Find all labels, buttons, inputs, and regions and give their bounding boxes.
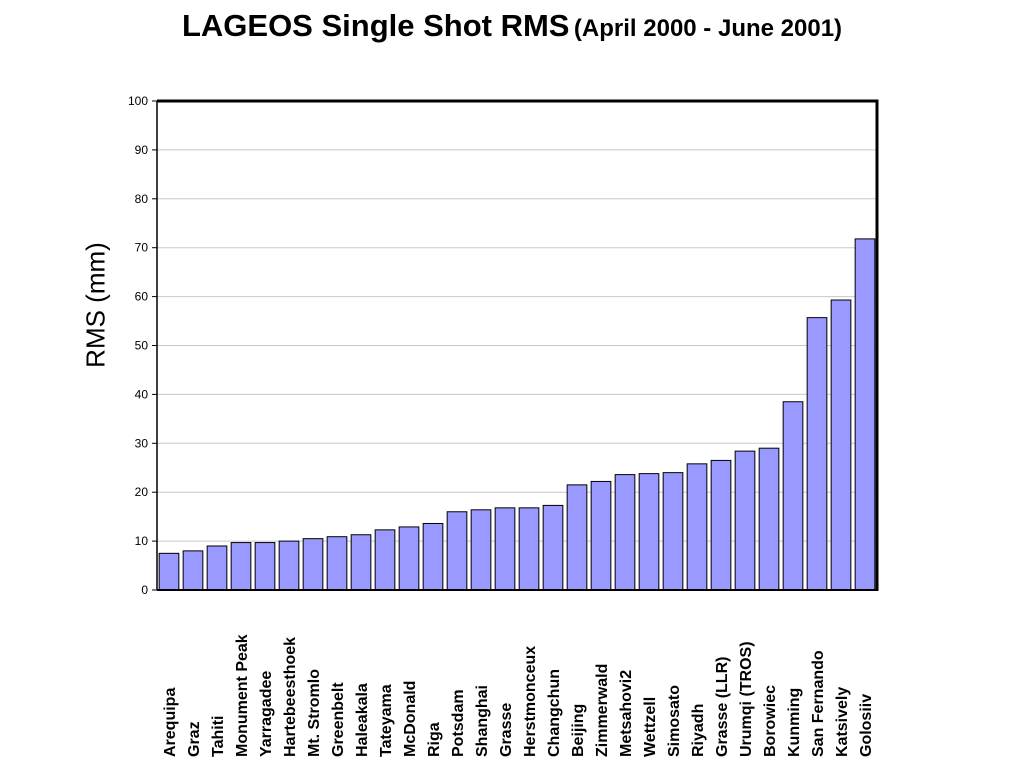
bar bbox=[518, 507, 540, 591]
x-category-label: Changchun bbox=[546, 669, 563, 757]
bar bbox=[326, 536, 348, 591]
y-tick-label: 100 bbox=[128, 94, 148, 108]
bar bbox=[254, 542, 276, 591]
bar bbox=[710, 459, 732, 591]
x-category-label: Urumqi (TROS) bbox=[738, 641, 755, 757]
x-category-label: Yarragadee bbox=[258, 671, 275, 757]
x-category-label: Potsdam bbox=[450, 689, 467, 757]
bar bbox=[422, 522, 444, 591]
bar bbox=[734, 450, 756, 591]
bar bbox=[230, 542, 252, 591]
x-category-label: Wettzell bbox=[642, 697, 659, 757]
x-category-label: Borowiec bbox=[762, 685, 779, 757]
bar bbox=[662, 472, 684, 591]
y-tick-label: 40 bbox=[135, 387, 149, 401]
x-category-label: Simosato bbox=[666, 685, 683, 757]
y-tick-label: 80 bbox=[135, 192, 149, 206]
x-category-label: Monument Peak bbox=[234, 634, 251, 757]
bar bbox=[182, 550, 204, 591]
chart-title-sub: (April 2000 - June 2001) bbox=[573, 15, 843, 42]
x-category-label: Riga bbox=[426, 722, 443, 757]
bar bbox=[494, 507, 516, 591]
y-tick-label: 30 bbox=[135, 436, 149, 450]
bar bbox=[566, 484, 588, 591]
x-category-label: Haleakala bbox=[354, 683, 371, 757]
bar bbox=[614, 474, 636, 591]
x-category-label: Kunming bbox=[786, 688, 803, 757]
y-tick-label: 20 bbox=[135, 485, 149, 499]
x-category-label: Hartebeesthoek bbox=[282, 637, 299, 757]
bar bbox=[806, 317, 828, 591]
x-category-label: Greenbelt bbox=[330, 682, 347, 757]
x-category-label: Beijing bbox=[570, 704, 587, 757]
x-category-label: Mt. Stromlo bbox=[306, 669, 323, 757]
bar bbox=[542, 504, 564, 591]
x-category-label: San Fernando bbox=[810, 650, 827, 757]
x-category-label: Grasse bbox=[498, 703, 515, 757]
bar bbox=[158, 552, 180, 591]
x-category-label: Riyadh bbox=[690, 704, 707, 757]
chart-title-main: LAGEOS Single Shot RMS bbox=[181, 8, 570, 43]
x-category-label: Herstmonceux bbox=[522, 646, 539, 757]
x-category-label: Golosiiv bbox=[858, 694, 875, 757]
y-tick-label: 10 bbox=[135, 534, 149, 548]
bar bbox=[470, 509, 492, 591]
x-category-label: Tahiti bbox=[210, 716, 227, 757]
bar bbox=[686, 463, 708, 591]
x-category-label: McDonald bbox=[402, 681, 419, 757]
y-tick-label: 60 bbox=[135, 290, 149, 304]
x-category-label: Grasse (LLR) bbox=[714, 657, 731, 757]
bar bbox=[638, 473, 660, 591]
x-category-label: Zimmerwald bbox=[594, 664, 611, 757]
chart-title: LAGEOS Single Shot RMS (April 2000 - Jun… bbox=[0, 8, 1024, 44]
bar bbox=[782, 401, 804, 591]
bar bbox=[398, 526, 420, 591]
bar bbox=[278, 540, 300, 591]
bar bbox=[302, 538, 324, 591]
bar bbox=[350, 534, 372, 591]
bar bbox=[854, 238, 876, 591]
y-tick-label: 50 bbox=[135, 339, 149, 353]
bar bbox=[758, 447, 780, 591]
y-tick-label: 90 bbox=[135, 143, 149, 157]
bar bbox=[830, 299, 852, 591]
x-category-label: Shanghai bbox=[474, 685, 491, 757]
x-category-label: Arequipa bbox=[162, 688, 179, 757]
bar bbox=[590, 480, 612, 591]
bar bbox=[206, 545, 228, 591]
bar bbox=[446, 511, 468, 591]
x-category-label: Graz bbox=[186, 721, 203, 757]
y-tick-label: 70 bbox=[135, 241, 149, 255]
x-category-label: Tateyama bbox=[378, 684, 395, 757]
bar bbox=[374, 529, 396, 591]
x-category-label: Katsively bbox=[834, 687, 851, 757]
y-tick-label: 0 bbox=[141, 583, 148, 597]
x-category-label: Metsahovi2 bbox=[618, 670, 635, 757]
